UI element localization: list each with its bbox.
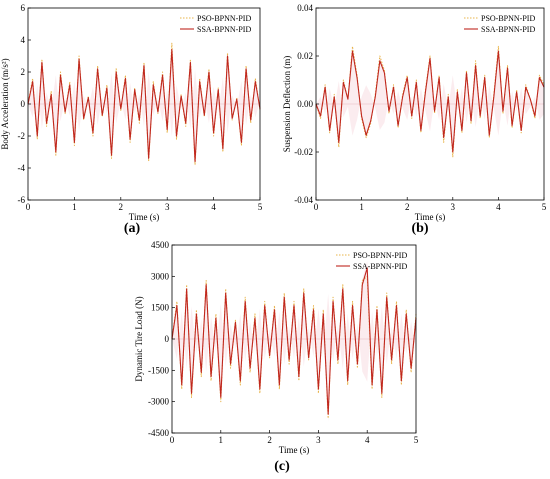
y-tick-label: 4500 [151,240,170,250]
legend-label-ssa: SSA-BPNN-PID [481,25,535,34]
chart-panel-1: 0 1 2 3 4 5 -6 -4 -2 0 2 4 6 Time (s) Body Acceleratio… [0,3,263,236]
legend-label-pso: PSO-BPNN-PID [197,14,251,23]
series-line-ssa [171,267,417,415]
x-axis-title: Time (s) [129,212,159,222]
y-tick-label: 0.00 [297,99,313,109]
legend-label-pso: PSO-BPNN-PID [481,14,535,23]
y-tick-label: -4500 [148,428,169,438]
x-tick-label: 3 [316,435,321,445]
y-tick-label: 0 [21,99,26,109]
x-tick-label: 0 [170,435,175,445]
y-axis-title: Suspension Deflection (m) [282,56,292,152]
x-axis-title: Time (s) [415,212,445,222]
x-tick-label: 4 [365,435,370,445]
panel-label: (a) [124,221,141,236]
y-axis-title: Dynamic Tire Load (N) [134,296,144,381]
legend-label-ssa: SSA-BPNN-PID [197,25,251,34]
x-tick-label: 5 [542,202,547,212]
y-tick-label: -4 [18,163,26,173]
x-tick-label: 5 [258,202,263,212]
x-tick-label: 3 [165,202,170,212]
series-shading-band [28,44,260,168]
x-tick-label: 3 [451,202,456,212]
y-tick-label: 6 [21,3,26,13]
y-tick-label: -3000 [148,397,169,407]
x-tick-label: 0 [314,202,319,212]
x-tick-label: 1 [359,202,364,212]
x-tick-label: 1 [219,435,224,445]
panel-label: (c) [274,459,290,474]
series-line-ssa [315,50,545,153]
y-tick-label: -0.04 [294,195,313,205]
series-shading-band [172,260,416,422]
y-tick-label: -6 [18,195,26,205]
y-tick-label: 4 [21,35,26,45]
series-line-pso [315,45,545,158]
x-axis-title: Time (s) [279,445,309,455]
x-tick-label: 1 [72,202,77,212]
legend-label-pso: PSO-BPNN-PID [353,251,407,260]
series-line-ssa [27,49,261,163]
x-tick-label: 4 [211,202,216,212]
y-tick-label: 0.02 [297,51,313,61]
y-tick-label: 2 [21,67,26,77]
y-tick-label: -0.02 [294,147,313,157]
panel-label: (b) [411,221,428,236]
x-tick-label: 0 [26,202,31,212]
series-shading-band [316,45,544,157]
x-tick-label: 2 [119,202,124,212]
y-tick-label: 1500 [151,303,170,313]
y-tick-label: -2 [18,131,26,141]
x-tick-label: 5 [414,435,419,445]
y-axis-title: Body Acceleration (m/s²) [0,58,10,149]
y-tick-label: 3000 [151,271,170,281]
y-tick-label: -1500 [148,365,169,375]
y-tick-label: 0 [165,334,170,344]
chart-panel-2: 0 1 2 3 4 5 -0.04 -0.02 0.00 0.02 0.04 Time (s) Susp… [282,3,547,236]
x-tick-label: 2 [267,435,272,445]
chart-panel-3: 0 1 2 3 4 5 -4500 -3000 -1500 0 1500 3000 4500 Time (… [134,240,419,474]
x-tick-label: 2 [405,202,410,212]
legend-label-ssa: SSA-BPNN-PID [353,262,407,271]
y-tick-label: 0.04 [297,3,313,13]
x-tick-label: 4 [496,202,501,212]
